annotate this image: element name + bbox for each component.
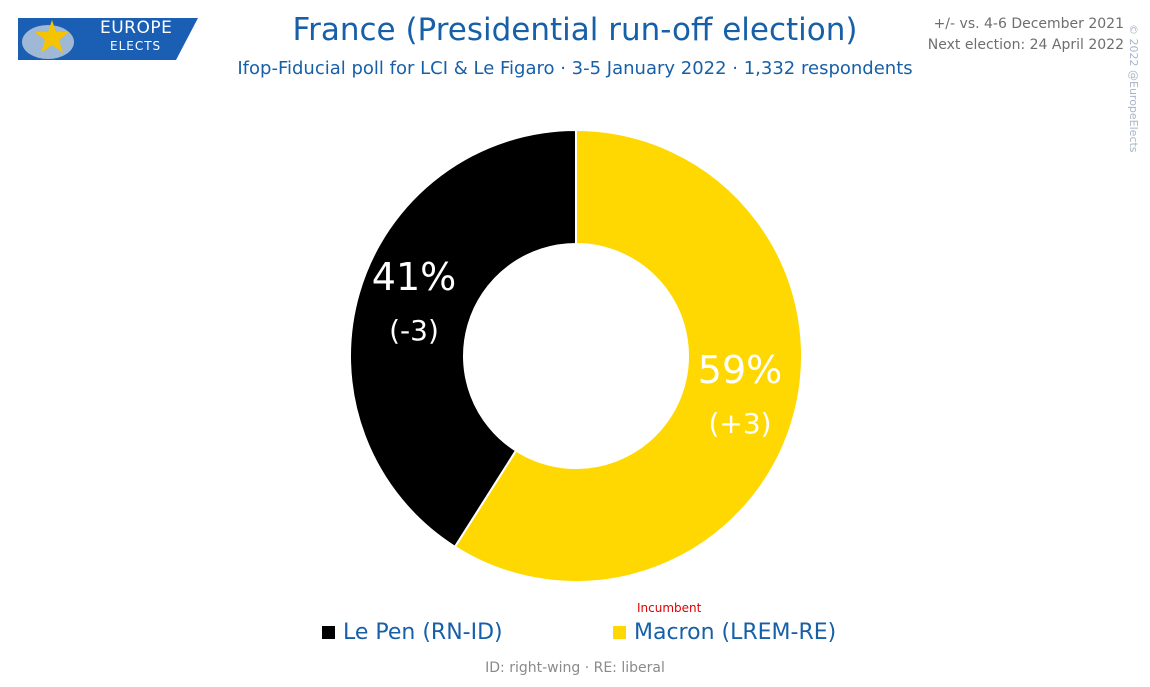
legend-label-macron: Macron (LREM-RE)	[634, 619, 837, 645]
page-subtitle: Ifop-Fiducial poll for LCI & Le Figaro ·…	[237, 58, 913, 79]
donut-slice-0	[453, 128, 803, 583]
legend-swatch-macron	[613, 625, 626, 639]
legend-swatch-le-pen	[322, 625, 335, 639]
legend-item-macron: Macron (LREM-RE)	[613, 617, 836, 647]
page-title: France (Presidential run-off election)	[292, 12, 858, 48]
slice-value-label-0: 59%	[698, 348, 782, 392]
incumbent-note: Incumbent	[637, 601, 702, 615]
donut-slice-1	[349, 128, 577, 549]
logo-line2: ELECTS	[110, 39, 162, 53]
legend-item-le-pen: Le Pen (RN-ID)	[322, 617, 503, 647]
slice-change-label-1: (-3)	[389, 314, 439, 347]
star-icon	[35, 20, 69, 53]
slice-value-label-1: 41%	[372, 255, 456, 299]
logo-banner-icon	[18, 18, 198, 60]
comparison-note: +/- vs. 4-6 December 2021	[933, 16, 1124, 32]
next-election-note: Next election: 24 April 2022	[927, 37, 1124, 53]
slice-change-label-0: (+3)	[708, 407, 771, 440]
legend-label-le-pen: Le Pen (RN-ID)	[343, 619, 503, 645]
logo-line1: EUROPE	[100, 18, 173, 38]
europe-elects-logo: EUROPE ELECTS	[18, 18, 198, 60]
footnote: ID: right-wing · RE: liberal	[485, 660, 665, 676]
